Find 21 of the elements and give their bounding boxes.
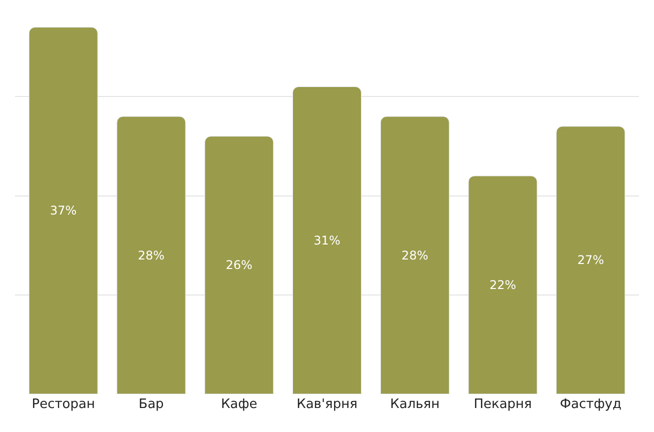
data-label: 28% [402,248,428,262]
x-tick-label: Фастфуд [560,397,622,412]
x-tick-label: Ресторан [32,397,95,412]
bar [292,86,362,394]
bar [116,116,186,394]
data-label: 28% [138,248,165,262]
x-tick-label: Кафе [220,397,258,412]
data-label: 37% [50,204,77,218]
data-label: 22% [489,278,516,292]
bar [556,126,626,394]
bar [28,27,98,394]
x-tick-label: Кальян [390,397,440,412]
bar [380,116,450,394]
data-label: 27% [577,253,604,268]
bar [204,136,274,394]
data-label: 26% [226,258,252,272]
bar [468,176,538,394]
x-tick-label: Бар [138,397,164,412]
x-tick-label: Пекарня [474,397,532,412]
x-tick-label: Кав'ярня [296,397,358,412]
data-label: 31% [314,233,340,248]
